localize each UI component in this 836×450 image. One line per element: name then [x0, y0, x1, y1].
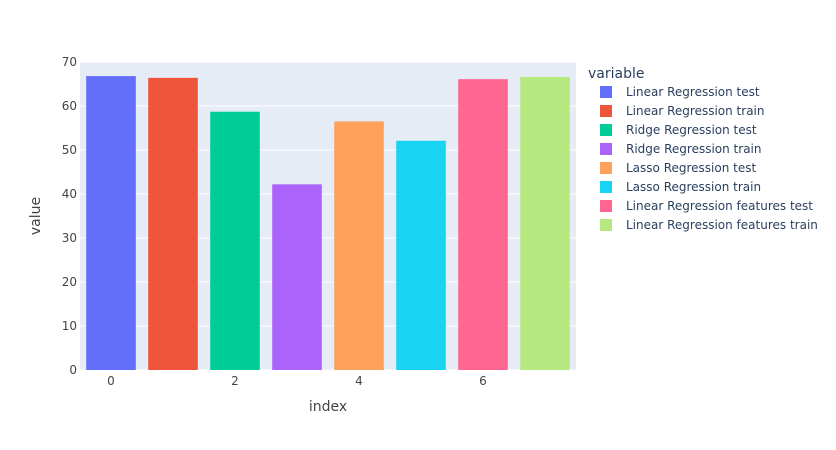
x-tick-label: 4 — [355, 374, 363, 388]
legend-swatch[interactable] — [600, 162, 612, 174]
legend-swatch[interactable] — [600, 124, 612, 136]
bar[interactable] — [210, 111, 260, 370]
x-tick-labels: 0 2 4 6 — [107, 374, 487, 388]
legend-swatch[interactable] — [600, 143, 612, 155]
x-tick-label: 0 — [107, 374, 115, 388]
legend-item-label[interactable]: Linear Regression features train — [626, 218, 818, 232]
y-tick-label: 60 — [62, 99, 77, 113]
y-tick-label: 70 — [62, 55, 77, 69]
y-tick-label: 50 — [62, 143, 77, 157]
legend-swatch[interactable] — [600, 200, 612, 212]
bar[interactable] — [86, 76, 136, 370]
y-tick-label: 10 — [62, 319, 77, 333]
legend-title: variable — [588, 66, 644, 82]
legend-item-label[interactable]: Ridge Regression train — [626, 142, 762, 156]
x-tick-label: 6 — [479, 374, 487, 388]
y-tick-label: 40 — [62, 187, 77, 201]
bar[interactable] — [458, 79, 508, 370]
y-axis-title: value — [28, 197, 44, 235]
bar[interactable] — [520, 76, 570, 371]
legend-item-label[interactable]: Ridge Regression test — [626, 123, 757, 137]
legend-swatch[interactable] — [600, 86, 612, 98]
y-tick-label: 30 — [62, 231, 77, 245]
legend-item-label[interactable]: Linear Regression test — [626, 85, 760, 99]
y-tick-labels: 0 10 20 30 40 50 60 70 — [62, 55, 77, 377]
legend-item-label[interactable]: Lasso Regression train — [626, 180, 761, 194]
legend-swatch[interactable] — [600, 105, 612, 117]
bar[interactable] — [334, 121, 384, 371]
legend-item-label[interactable]: Lasso Regression test — [626, 161, 756, 175]
legend-item-label[interactable]: Linear Regression train — [626, 104, 765, 118]
x-tick-label: 2 — [231, 374, 239, 388]
bar[interactable] — [148, 77, 198, 370]
x-axis-title: index — [309, 399, 347, 415]
legend: variable Linear Regression test Linear Re… — [588, 66, 818, 232]
y-tick-label: 20 — [62, 275, 77, 289]
bars — [86, 76, 570, 371]
y-tick-label: 0 — [69, 363, 77, 377]
legend-swatch[interactable] — [600, 219, 612, 231]
bar[interactable] — [272, 184, 322, 370]
legend-item-label[interactable]: Linear Regression features test — [626, 199, 813, 213]
bar[interactable] — [396, 140, 446, 370]
legend-swatch[interactable] — [600, 181, 612, 193]
